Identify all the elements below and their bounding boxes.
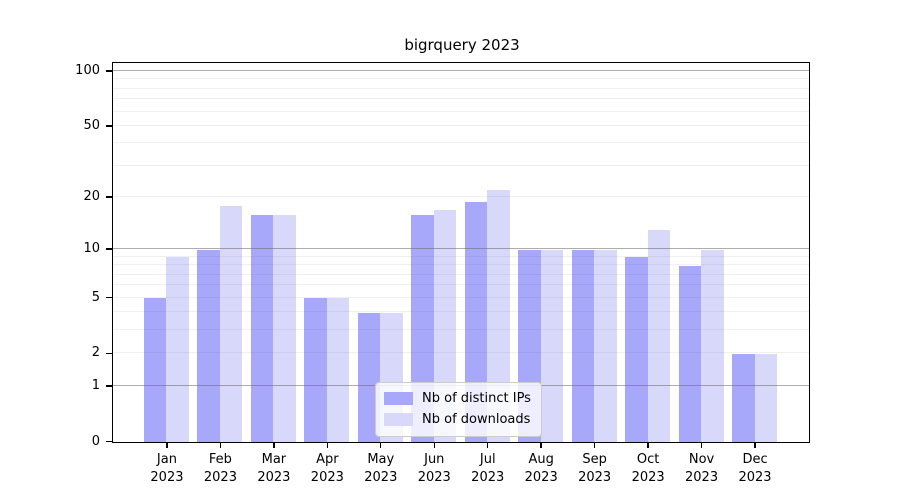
x-tick-label: Mar 2023 (257, 452, 291, 485)
x-tick-label: Sep 2023 (578, 452, 612, 485)
y-tick-mark (106, 125, 112, 127)
x-tick-mark (433, 443, 435, 448)
bar (326, 298, 350, 442)
y-tick-mark (106, 70, 112, 72)
legend-swatch-downloads (384, 413, 413, 426)
legend-label: Nb of downloads (422, 412, 531, 427)
bar (678, 265, 702, 442)
x-tick-mark (487, 443, 489, 448)
x-tick-mark (754, 443, 756, 448)
y-tick-mark (106, 196, 112, 198)
bar (732, 353, 755, 442)
x-tick-mark (326, 443, 329, 448)
x-tick-label: Aug 2023 (524, 452, 558, 485)
y-tick-mark (106, 385, 112, 387)
x-tick-label: Jan 2023 (150, 452, 184, 485)
y-tick-mark (106, 352, 112, 354)
y-tick-label: 20 (83, 189, 100, 205)
chart-title: bigrquery 2023 (404, 36, 520, 54)
x-tick-label: Jun 2023 (417, 452, 451, 485)
y-tick-mark (106, 296, 112, 299)
bar (197, 249, 220, 442)
x-tick-label: Feb 2023 (203, 452, 237, 485)
y-tick-label: 2 (91, 345, 100, 361)
x-tick-mark (166, 443, 168, 448)
bar (625, 257, 648, 442)
x-tick-label: May 2023 (364, 452, 398, 485)
x-tick-mark (540, 443, 542, 448)
x-tick-mark (219, 443, 222, 448)
bar (701, 249, 724, 442)
bar (754, 353, 778, 442)
y-tick-label: 10 (83, 241, 100, 257)
bar (647, 230, 671, 442)
x-tick-label: Nov 2023 (685, 452, 719, 485)
plot-area: Nb of distinct IPs Nb of downloads (112, 62, 810, 443)
bar (219, 205, 243, 442)
bar (250, 214, 274, 442)
x-tick-mark (700, 443, 703, 448)
legend-item-distinct-ips: Nb of distinct IPs (384, 388, 531, 409)
y-tick-mark (106, 440, 112, 443)
bar (166, 257, 189, 442)
x-tick-label: Oct 2023 (631, 452, 665, 485)
bar (594, 249, 617, 442)
x-tick-mark (647, 443, 649, 448)
bar (571, 249, 595, 442)
bar (464, 201, 488, 442)
legend-label: Nb of distinct IPs (422, 391, 531, 406)
y-tick-label: 5 (91, 289, 100, 305)
x-tick-mark (380, 443, 382, 448)
legend: Nb of distinct IPs Nb of downloads (375, 382, 542, 437)
y-tick-label: 50 (83, 117, 100, 133)
x-tick-label: Dec 2023 (738, 452, 772, 485)
bar (304, 298, 327, 442)
y-tick-label: 1 (91, 377, 100, 393)
bar (357, 312, 381, 442)
bar (273, 214, 296, 442)
x-tick-mark (273, 443, 275, 448)
y-tick-mark (106, 248, 112, 250)
legend-swatch-distinct-ips (384, 392, 413, 405)
x-tick-label: Jul 2023 (471, 452, 505, 485)
x-tick-mark (593, 443, 596, 448)
bar (143, 298, 167, 442)
legend-item-downloads: Nb of downloads (384, 409, 531, 430)
y-tick-label: 0 (91, 433, 100, 449)
bar (487, 190, 510, 442)
y-tick-label: 100 (75, 63, 100, 79)
x-tick-label: Apr 2023 (310, 452, 344, 485)
bar (540, 249, 564, 442)
